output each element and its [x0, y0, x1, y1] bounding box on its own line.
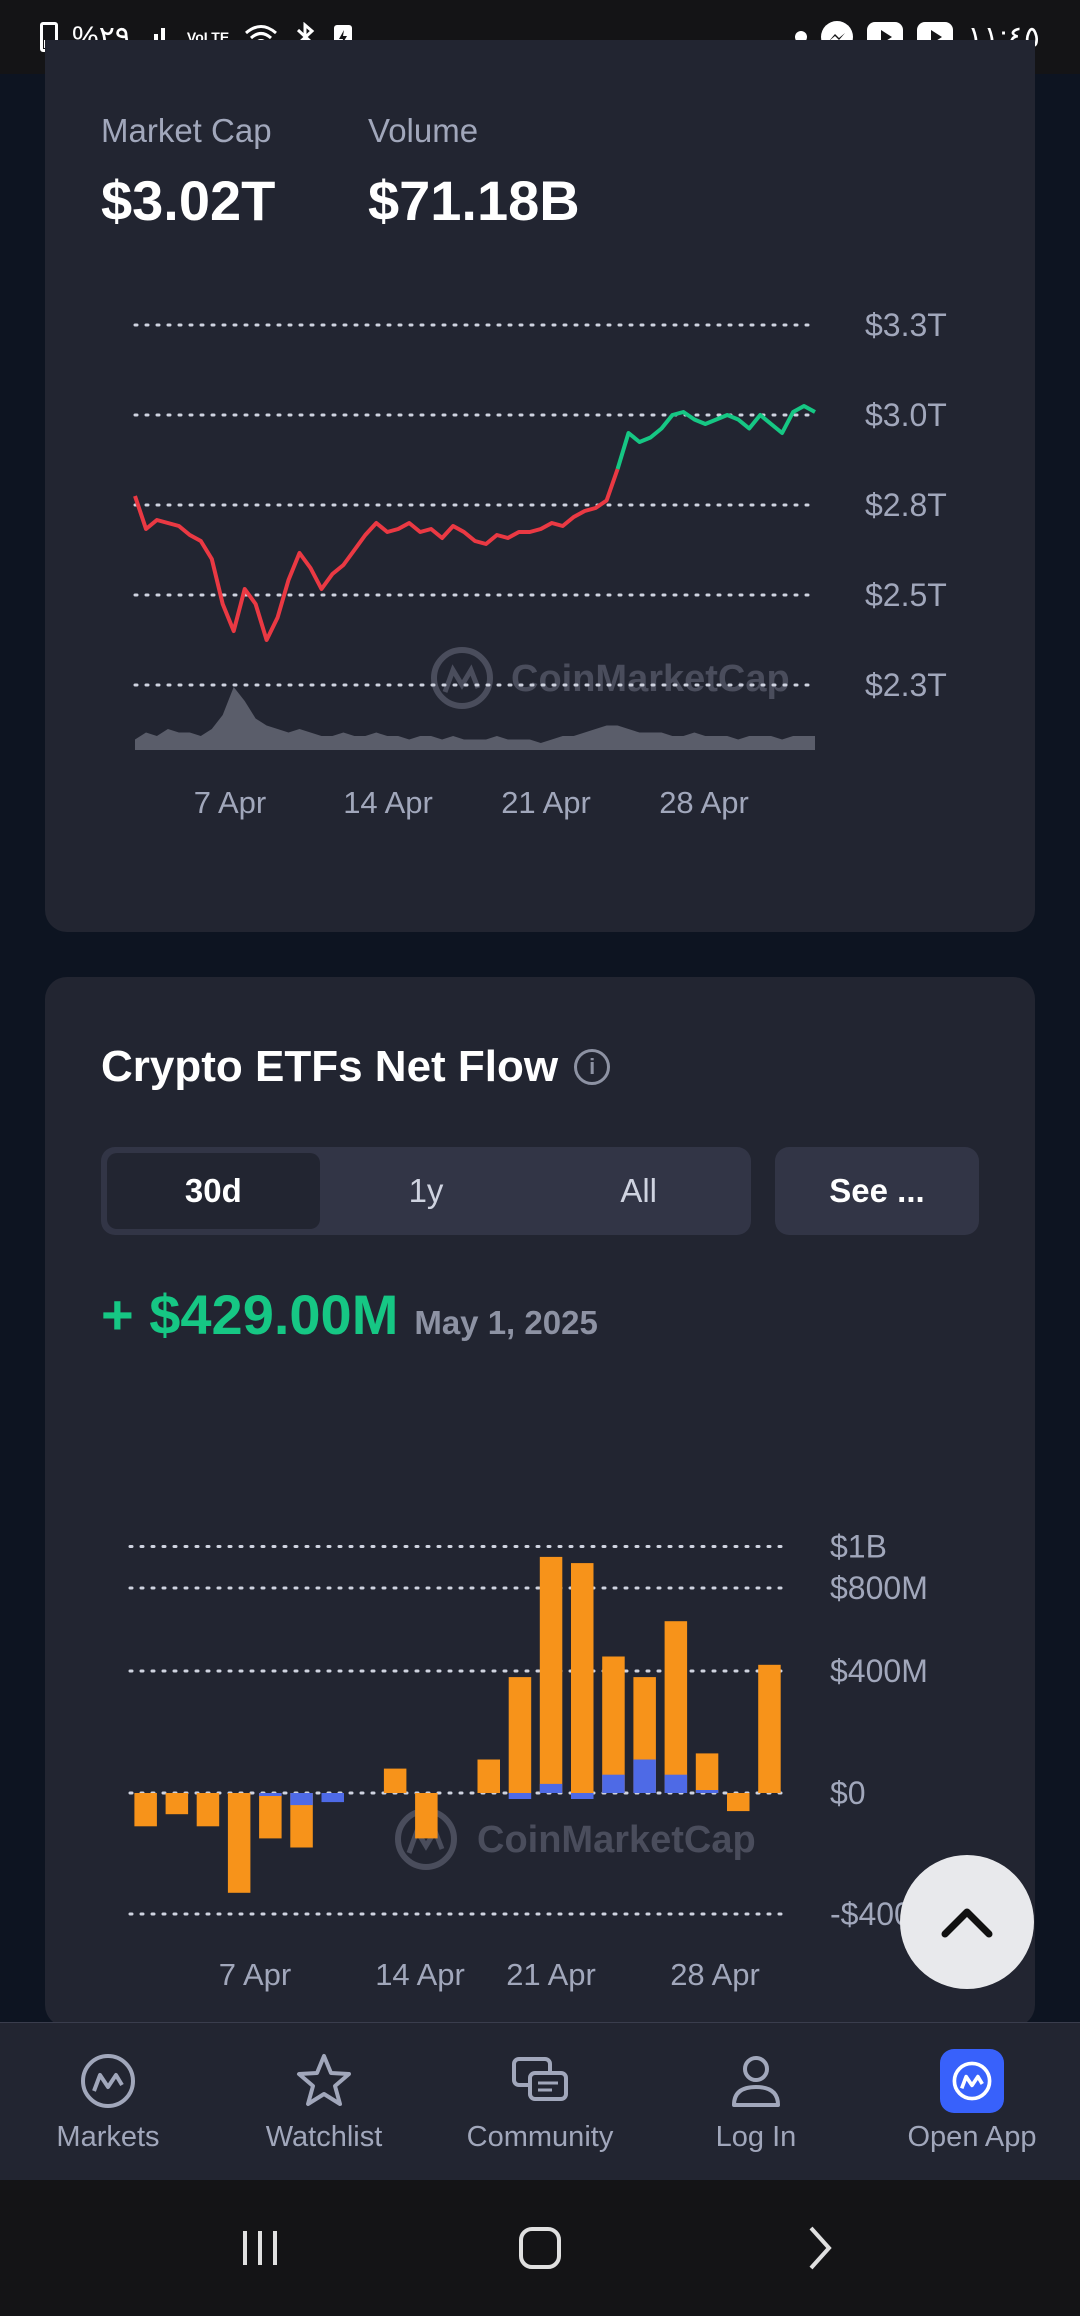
user-icon: [724, 2049, 788, 2113]
info-icon[interactable]: i: [574, 1049, 611, 1085]
see-more-button[interactable]: See ...: [775, 1147, 979, 1235]
market-cap-card: Market Cap $3.02T Volume $71.18B CoinMar…: [45, 40, 1035, 932]
btc-flow-bar: [727, 1793, 750, 1812]
btc-flow-bar: [571, 1563, 594, 1793]
net-flow-value: + $429.00M: [101, 1283, 399, 1346]
volume-label: Volume: [368, 112, 479, 149]
nav-login-label: Log In: [715, 2121, 797, 2153]
price-line-up: [615, 404, 816, 470]
y-tick-label: $2.8T: [865, 487, 947, 523]
tab-30d[interactable]: 30d: [107, 1153, 320, 1229]
btc-flow-bar: [383, 1768, 407, 1793]
back-icon[interactable]: [795, 2223, 845, 2273]
svg-text:CoinMarketCap: CoinMarketCap: [477, 1819, 756, 1861]
scroll-to-top-button[interactable]: [900, 1855, 1034, 1989]
btc-flow-bar: [259, 1793, 282, 1839]
y-tick-label: $2.5T: [865, 577, 947, 613]
coinmarketcap-watermark: CoinMarketCap: [395, 1808, 756, 1870]
eth-flow-bar: [664, 1774, 688, 1793]
price-line-down: [135, 412, 815, 640]
y-tick-label: $3.3T: [865, 307, 947, 343]
nav-markets-label: Markets: [56, 2121, 160, 2153]
nav-login[interactable]: Log In: [648, 2023, 864, 2180]
net-flow-date: May 1, 2025: [414, 1304, 598, 1341]
btc-flow-bar: [695, 1753, 719, 1793]
x-tick-label: 21 Apr: [501, 785, 591, 820]
net-flow-row: + $429.00M May 1, 2025: [101, 1282, 598, 1347]
svg-text:CoinMarketCap: CoinMarketCap: [511, 658, 790, 700]
coinmarketcap-icon: [76, 2049, 140, 2113]
eth-flow-bar: [321, 1793, 344, 1803]
eth-flow-bar: [695, 1790, 719, 1793]
eth-flow-bar: [259, 1793, 282, 1796]
volume-value: $71.18B: [368, 169, 580, 232]
nav-markets[interactable]: Markets: [0, 2023, 216, 2180]
home-icon[interactable]: [515, 2223, 565, 2273]
x-tick-label: 14 Apr: [343, 785, 433, 820]
tab-1y[interactable]: 1y: [408, 1172, 444, 1209]
btc-flow-bar: [664, 1621, 688, 1793]
etf-card: Crypto ETFs Net Flow i 30d 1y All See ..…: [45, 977, 1035, 2027]
btc-flow-bar: [602, 1656, 625, 1793]
nav-community-label: Community: [466, 2121, 614, 2153]
btc-flow-bar: [758, 1664, 781, 1793]
recent-apps-icon[interactable]: [235, 2223, 285, 2273]
eth-flow-bar: [290, 1793, 313, 1806]
market-cap-chart[interactable]: CoinMarketCap $3.3T $3.0T $2.8T $2.5T $2.3T 7 …: [45, 40, 1035, 932]
nav-watchlist[interactable]: Watchlist: [216, 2023, 432, 2180]
volume-metric: Volume $71.18B: [368, 112, 580, 233]
eth-flow-bar: [539, 1783, 563, 1793]
x-tick-label: 7 Apr: [219, 1957, 291, 1992]
coinmarketcap-app-icon: [940, 2049, 1004, 2113]
eth-flow-bar: [508, 1793, 532, 1799]
nav-community[interactable]: Community: [432, 2023, 648, 2180]
eth-flow-bar: [602, 1774, 625, 1793]
x-tick-label: 14 Apr: [375, 1957, 465, 1992]
tab-all[interactable]: All: [620, 1172, 658, 1209]
btc-flow-bar: [165, 1793, 189, 1815]
chevron-up-icon: [941, 1908, 993, 1938]
volume-area: [135, 687, 815, 750]
btc-flow-bar: [508, 1677, 532, 1793]
chat-bubbles-icon: [508, 2049, 572, 2113]
star-icon: [292, 2049, 356, 2113]
y-tick-label: $3.0T: [865, 397, 947, 433]
y-tick-label: $800M: [830, 1570, 928, 1606]
nav-watchlist-label: Watchlist: [265, 2121, 383, 2153]
btc-flow-bar: [539, 1556, 563, 1793]
btc-flow-bar: [227, 1793, 251, 1893]
market-cap-label: Market Cap: [101, 112, 272, 149]
etf-title: Crypto ETFs Net Flow i: [101, 1042, 611, 1092]
y-tick-label: $1B: [830, 1529, 887, 1565]
y-tick-label: $400M: [830, 1653, 928, 1689]
x-tick-label: 28 Apr: [659, 785, 749, 820]
x-tick-label: 28 Apr: [670, 1957, 760, 1992]
system-nav-bar: [0, 2180, 1080, 2316]
market-cap-metric: Market Cap $3.02T: [101, 112, 275, 233]
btc-flow-bar: [134, 1793, 157, 1827]
btc-flow-bar: [196, 1793, 220, 1827]
x-tick-label: 7 Apr: [194, 785, 266, 820]
y-tick-label: $2.3T: [865, 667, 947, 703]
bottom-nav: Markets Watchlist Community Log In Open …: [0, 2022, 1080, 2180]
eth-flow-bar: [571, 1793, 594, 1799]
etf-title-text: Crypto ETFs Net Flow: [101, 1042, 559, 1091]
coinmarketcap-watermark: CoinMarketCap: [431, 647, 790, 709]
btc-flow-bar: [415, 1793, 438, 1839]
btc-flow-bar: [477, 1759, 500, 1793]
range-tabs: 30d 1y All: [101, 1147, 751, 1235]
nav-open-app[interactable]: Open App: [864, 2023, 1080, 2180]
nav-open-app-label: Open App: [907, 2121, 1037, 2153]
eth-flow-bar: [633, 1759, 656, 1793]
market-cap-value: $3.02T: [101, 169, 276, 232]
y-tick-label: $0: [830, 1775, 866, 1811]
btc-flow-bar: [290, 1793, 313, 1848]
x-tick-label: 21 Apr: [506, 1957, 596, 1992]
